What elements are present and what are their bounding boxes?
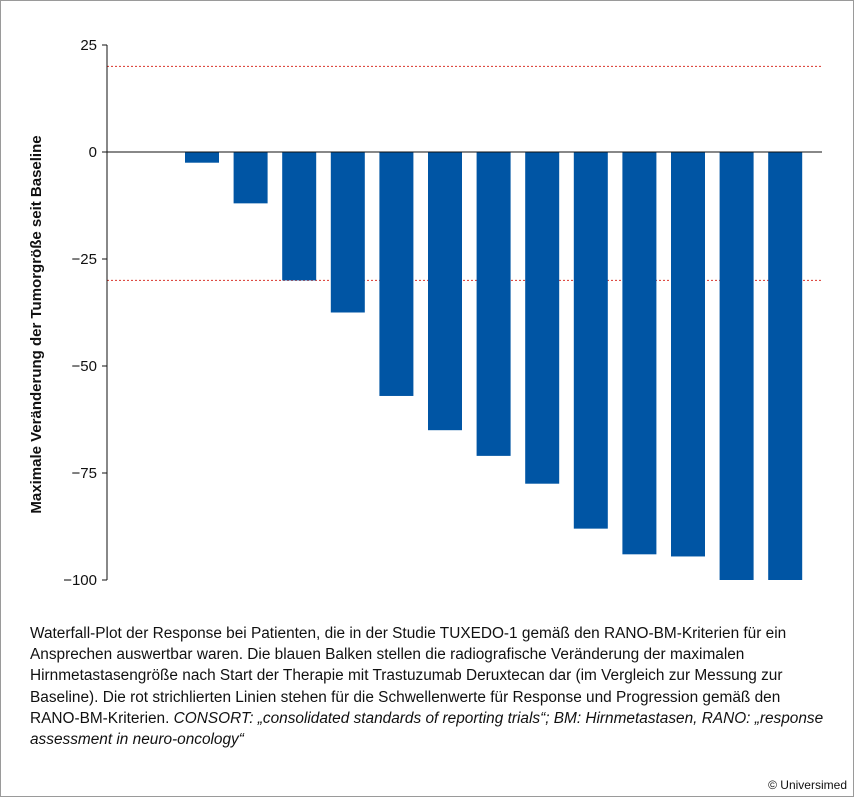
bar: [282, 152, 317, 281]
bar: [573, 152, 608, 529]
y-tick-label: −25: [72, 251, 97, 268]
y-ticks: 25 0 −25 −50 −75 −100: [63, 37, 107, 589]
y-axis-label: Maximale Veränderung der Tumorgröße seit…: [28, 135, 45, 513]
bar: [428, 152, 462, 431]
y-tick-label: −75: [72, 465, 97, 482]
threshold-lines: [107, 65, 822, 281]
copyright-notice: © Universimed: [768, 778, 847, 792]
bar: [330, 152, 365, 313]
bar: [719, 152, 754, 580]
bar: [233, 152, 268, 204]
bars-group: [185, 152, 803, 580]
bar: [476, 152, 511, 456]
bar: [622, 152, 657, 555]
bar: [525, 152, 560, 484]
bar: [671, 152, 705, 557]
waterfall-chart: 25 0 −25 −50 −75 −100 Maximale Veränderung de…: [28, 37, 822, 589]
caption-italic: CONSORT: „consolidated standards of repo…: [30, 709, 824, 749]
y-tick-label: 25: [80, 37, 97, 54]
figure-caption: Waterfall-Plot der Response bei Patiente…: [30, 623, 830, 750]
y-tick-label: −50: [72, 358, 97, 375]
bar: [768, 152, 803, 580]
bar: [185, 152, 219, 163]
y-tick-label: −100: [63, 572, 97, 589]
y-tick-label: 0: [89, 144, 97, 161]
caption-text: Waterfall-Plot der Response bei Patiente…: [30, 625, 787, 727]
bar: [379, 152, 414, 396]
